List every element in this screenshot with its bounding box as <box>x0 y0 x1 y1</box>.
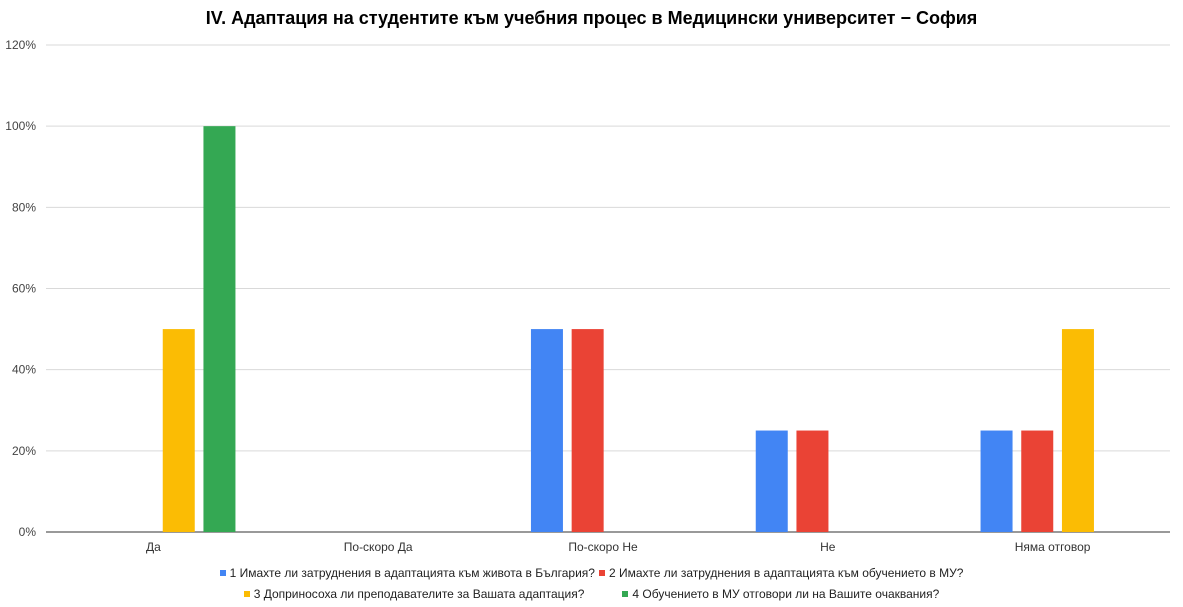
x-tick-label: Не <box>820 540 836 554</box>
x-tick-label: По-скоро Да <box>344 540 413 554</box>
legend-row-2: 3 Доприносоха ли преподавателите за Ваша… <box>0 587 1183 601</box>
y-tick-label: 100% <box>5 119 36 133</box>
x-axis: Да По-скоро Да По-скоро Не Не Няма отговор <box>146 540 1091 554</box>
bars <box>162 126 1094 533</box>
bar-series-1 <box>755 430 788 532</box>
y-axis: 0% 20% 40% 60% 80% 100% 120% <box>5 38 36 539</box>
y-tick-label: 60% <box>12 282 36 296</box>
y-tick-label: 120% <box>5 38 36 52</box>
bar-series-3 <box>162 329 195 532</box>
legend-swatch-series-1 <box>219 570 226 576</box>
y-tick-label: 20% <box>12 444 36 458</box>
legend-label-series-1: 1 Имахте ли затруднения в адаптацията къ… <box>229 566 595 580</box>
y-tick-label: 80% <box>12 200 36 214</box>
bar-series-1 <box>530 329 563 532</box>
bar-series-4 <box>203 126 236 533</box>
bar-series-2 <box>796 430 829 532</box>
chart-title: IV. Адаптация на студентите към учебния … <box>205 8 978 28</box>
bar-series-3 <box>1061 329 1094 532</box>
legend-swatch-series-3 <box>243 591 250 597</box>
legend-item-series-2: 2 Имахте ли затруднения в адаптацията къ… <box>598 566 964 580</box>
legend-swatch-series-2 <box>598 570 605 576</box>
legend-swatch-series-4 <box>622 591 629 597</box>
y-tick-label: 40% <box>12 363 36 377</box>
x-tick-label: Да <box>146 540 161 554</box>
legend-label-series-3: 3 Доприносоха ли преподавателите за Ваша… <box>253 587 585 601</box>
bar-series-1 <box>980 430 1013 532</box>
x-tick-label: По-скоро Не <box>568 540 638 554</box>
bar-series-2 <box>571 329 604 532</box>
legend-label-series-4: 4 Обучението в МУ отговори ли на Вашите … <box>632 587 940 601</box>
y-tick-label: 0% <box>19 525 37 539</box>
bar-series-2 <box>1021 430 1054 532</box>
legend-label-series-2: 2 Имахте ли затруднения в адаптацията къ… <box>608 566 964 580</box>
legend-item-series-4: 4 Обучението в МУ отговори ли на Вашите … <box>622 587 939 601</box>
x-tick-label: Няма отговор <box>1015 540 1091 554</box>
legend-item-series-1: 1 Имахте ли затруднения в адаптацията къ… <box>219 566 595 580</box>
legend-row-1: 1 Имахте ли затруднения в адаптацията къ… <box>0 566 1183 580</box>
legend-item-series-3: 3 Доприносоха ли преподавателите за Ваша… <box>243 587 585 601</box>
